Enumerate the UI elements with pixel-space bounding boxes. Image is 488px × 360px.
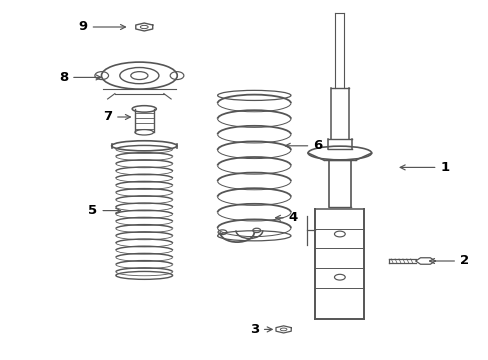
Text: 5: 5 bbox=[88, 204, 121, 217]
Text: 9: 9 bbox=[79, 21, 125, 33]
Text: 3: 3 bbox=[249, 323, 272, 336]
Text: 4: 4 bbox=[275, 211, 297, 224]
Text: 2: 2 bbox=[428, 255, 468, 267]
Text: 1: 1 bbox=[399, 161, 448, 174]
Text: 6: 6 bbox=[285, 139, 322, 152]
Text: 8: 8 bbox=[59, 71, 101, 84]
Text: 7: 7 bbox=[103, 111, 130, 123]
